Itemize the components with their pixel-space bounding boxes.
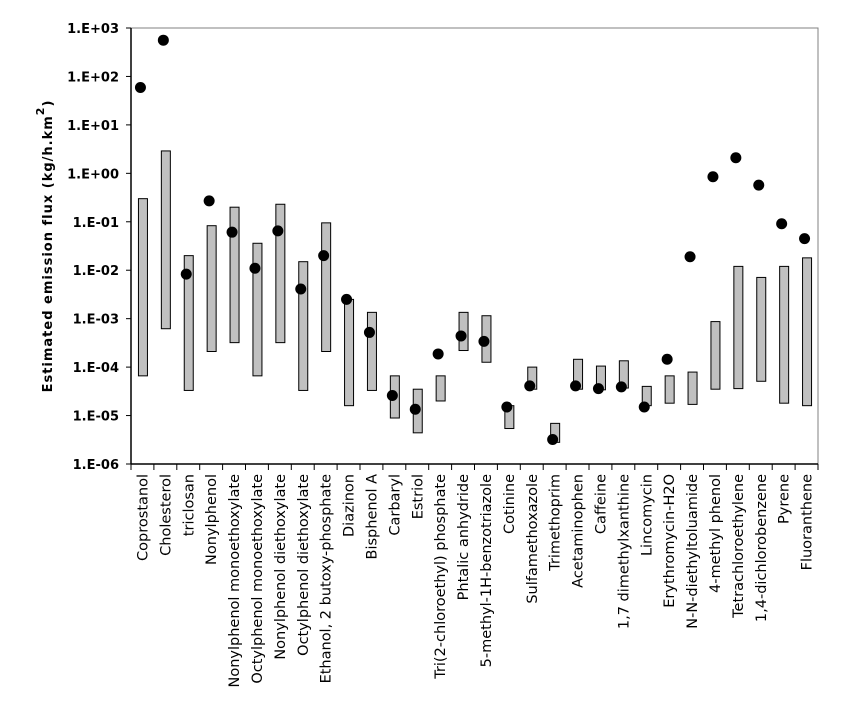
data-point: [363, 326, 375, 338]
category-label: Trimethoprim: [548, 474, 564, 572]
category-label: Tri(2-chloroethyl) phosphate: [433, 474, 449, 680]
data-point: [409, 403, 421, 415]
category-label: Coprostanol: [135, 474, 151, 561]
range-bar: [160, 150, 171, 330]
data-point: [799, 233, 811, 245]
y-tick-label: 1.E-02: [73, 264, 119, 279]
data-point: [203, 195, 215, 207]
data-point: [318, 250, 330, 262]
data-point: [570, 380, 582, 392]
y-tick-label: 1.E+00: [67, 167, 119, 182]
range-bar: [802, 257, 813, 407]
range-bar: [252, 242, 263, 377]
category-label: Bisphenol A: [364, 474, 380, 560]
data-point: [707, 171, 719, 183]
data-point: [638, 401, 650, 413]
category-label: Acetaminophen: [571, 474, 587, 588]
category-label: Lincomycin: [639, 474, 655, 556]
range-bar: [756, 276, 767, 382]
range-bar: [435, 375, 446, 402]
data-point: [661, 353, 673, 365]
range-bar: [229, 206, 240, 344]
category-label: 1,7 dimethylxanthine: [616, 474, 632, 629]
data-point: [386, 389, 398, 401]
data-point: [592, 383, 604, 395]
range-bar: [137, 198, 148, 377]
data-point: [272, 225, 284, 237]
category-label: Fluoranthene: [800, 474, 816, 570]
category-label: Ethanol, 2 butoxy-phosphate: [319, 474, 335, 683]
y-axis-label: Estimated emission flux (kg/h.km2): [34, 100, 56, 393]
range-bar: [298, 261, 309, 391]
data-point: [432, 348, 444, 360]
category-label: Cotinine: [502, 474, 518, 534]
plot-area: [130, 27, 819, 465]
data-point: [134, 82, 146, 94]
category-label: 1,4-dichlorobenzene: [754, 474, 770, 622]
data-point: [547, 434, 559, 446]
data-point: [295, 283, 307, 295]
range-bar: [321, 222, 332, 353]
data-point: [455, 330, 467, 342]
category-label: Nonylphenol: [204, 474, 220, 565]
y-tick-label: 1.E+02: [67, 70, 119, 85]
y-tick-label: 1.E-05: [73, 410, 119, 425]
y-tick-label: 1.E-06: [73, 458, 119, 473]
data-point: [684, 251, 696, 263]
range-bar: [344, 298, 355, 407]
range-bar: [275, 203, 286, 344]
y-tick-label: 1.E-03: [73, 313, 119, 328]
category-label: Pyrene: [777, 474, 793, 524]
category-label: Octylphenol monoethoxylate: [250, 474, 266, 684]
category-label: Phtalic anhydride: [456, 474, 472, 600]
category-label: Octylphenol diethoxylate: [296, 474, 312, 656]
data-point: [157, 34, 169, 46]
range-bar: [664, 375, 675, 404]
category-label: triclosan: [181, 474, 197, 536]
data-point: [341, 293, 353, 305]
category-label: Carbaryl: [387, 474, 403, 536]
range-bar: [733, 265, 744, 390]
data-point: [753, 179, 765, 191]
category-label: Nonylphenol diethoxylate: [273, 474, 289, 660]
category-label: N-N-diethyltoluamide: [685, 474, 701, 629]
data-point: [524, 380, 536, 392]
data-point: [776, 218, 788, 230]
category-label: Cholesterol: [158, 474, 174, 556]
y-tick-label: 1.E-04: [73, 361, 119, 376]
data-point: [501, 401, 513, 413]
range-bar: [779, 265, 790, 404]
range-bar: [366, 311, 377, 391]
category-label: Tetrachloroethylene: [731, 474, 747, 619]
category-label: 5-methyl-1H-benzotriazole: [479, 474, 495, 667]
category-label: 4-methyl phenol: [708, 474, 724, 593]
data-point: [249, 262, 261, 274]
data-point: [730, 152, 742, 164]
y-tick-label: 1.E-01: [73, 216, 119, 231]
y-tick-label: 1.E+03: [67, 22, 119, 37]
range-bar: [710, 321, 721, 390]
data-point: [615, 381, 627, 393]
category-label: Estriol: [410, 474, 426, 519]
data-point: [180, 268, 192, 280]
category-label: Nonylphenol monoethoxylate: [227, 474, 243, 688]
category-label: Caffeine: [593, 474, 609, 534]
category-label: Sulfamethoxazole: [525, 474, 541, 604]
data-point: [478, 335, 490, 347]
y-tick-label: 1.E+01: [67, 119, 119, 134]
range-bar: [183, 255, 194, 391]
range-bar: [687, 371, 698, 405]
data-point: [226, 226, 238, 238]
range-bar: [206, 225, 217, 353]
category-label: Diazinon: [342, 474, 358, 537]
category-label: Erythromycin-H2O: [662, 474, 678, 608]
